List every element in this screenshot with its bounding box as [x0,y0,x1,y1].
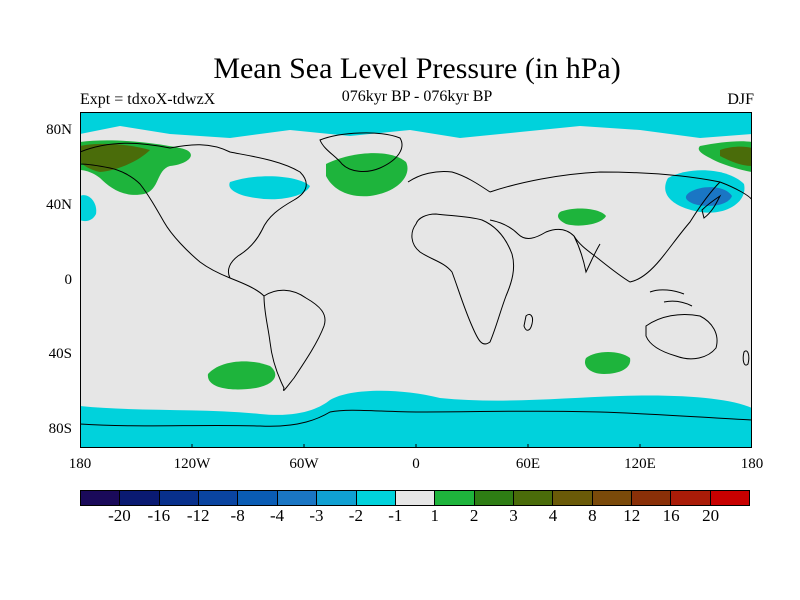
colorbar-cell [474,491,514,505]
lon-label-0: 0 [412,456,420,472]
lat-label-80s: 80S [48,421,72,437]
north-atlantic-negative-patch [229,176,310,200]
colorbar-label: -12 [186,506,210,525]
lat-label-80n: 80N [46,122,72,138]
lon-label-120e: 120E [624,456,656,472]
experiment-label: Expt = tdxoX-tdwzX [80,91,216,108]
colorbar-cell [159,491,200,505]
colorbar-cell [277,491,318,505]
map-background [80,112,752,448]
season-label: DJF [727,91,754,108]
arctic-negative-region [80,112,752,138]
lon-label-60w: 60W [289,456,319,472]
colorbar-label: -1 [388,506,403,525]
colorbar-label: 16 [662,506,680,525]
colorbar-label: 4 [548,506,558,525]
lon-label-60e: 60E [515,456,541,472]
lat-label-eq: 0 [64,272,73,288]
colorbar-label: 2 [469,506,479,525]
colorbar-label: 20 [702,506,720,525]
colorbar-cell [81,491,121,505]
colorbar-cell [120,491,160,505]
colorbar-label: -20 [108,506,131,525]
asia-positive-patch [558,208,606,226]
colorbar-label: 8 [588,506,597,525]
colorbar-cell [435,491,475,505]
arctic-negative-patch [420,115,520,125]
map-title: Mean Sea Level Pressure (in hPa) [213,52,621,85]
indian-ocean-positive-patch [584,352,631,374]
siberia-positive-core [720,146,752,166]
lon-label-180w: 180 [68,456,92,472]
colorbar-cell [632,491,672,505]
lat-label-40n: 40N [46,197,72,213]
colorbar-cell [513,491,554,505]
lon-label-120w: 120W [173,456,211,472]
colorbar-label: -16 [147,506,171,525]
lon-label-180e: 180 [740,456,764,472]
colorbar [80,490,750,506]
colorbar-cell [671,491,711,505]
coastlines [80,132,752,427]
east-pacific-negative-patch [80,195,97,222]
colorbar-cell [592,491,633,505]
pressure-map [80,112,752,448]
colorbar-cell [199,491,239,505]
colorbar-cell [238,491,278,505]
colorbar-cell [553,491,593,505]
colorbar-label: 1 [430,506,439,525]
colorbar-label: -2 [348,506,363,525]
map-border [80,112,752,448]
colorbar-label: -8 [230,506,245,525]
colorbar-label: -4 [269,506,285,525]
pacific-deep-negative-core [685,187,732,206]
alaska-positive-core [80,143,150,172]
colorbar-cell [395,491,436,505]
colorbar-cell [356,491,396,505]
colorbar-label: 12 [623,506,641,525]
lat-label-40s: 40S [48,346,72,362]
south-pacific-positive-patch [207,361,276,390]
colorbar-label: -3 [309,506,324,525]
colorbar-label: 3 [509,506,518,525]
map-subtitle: 076kyr BP - 076kyr BP [341,88,493,105]
colorbar-cell [710,491,750,505]
colorbar-cell [317,491,357,505]
antarctic-negative-region [80,390,752,448]
